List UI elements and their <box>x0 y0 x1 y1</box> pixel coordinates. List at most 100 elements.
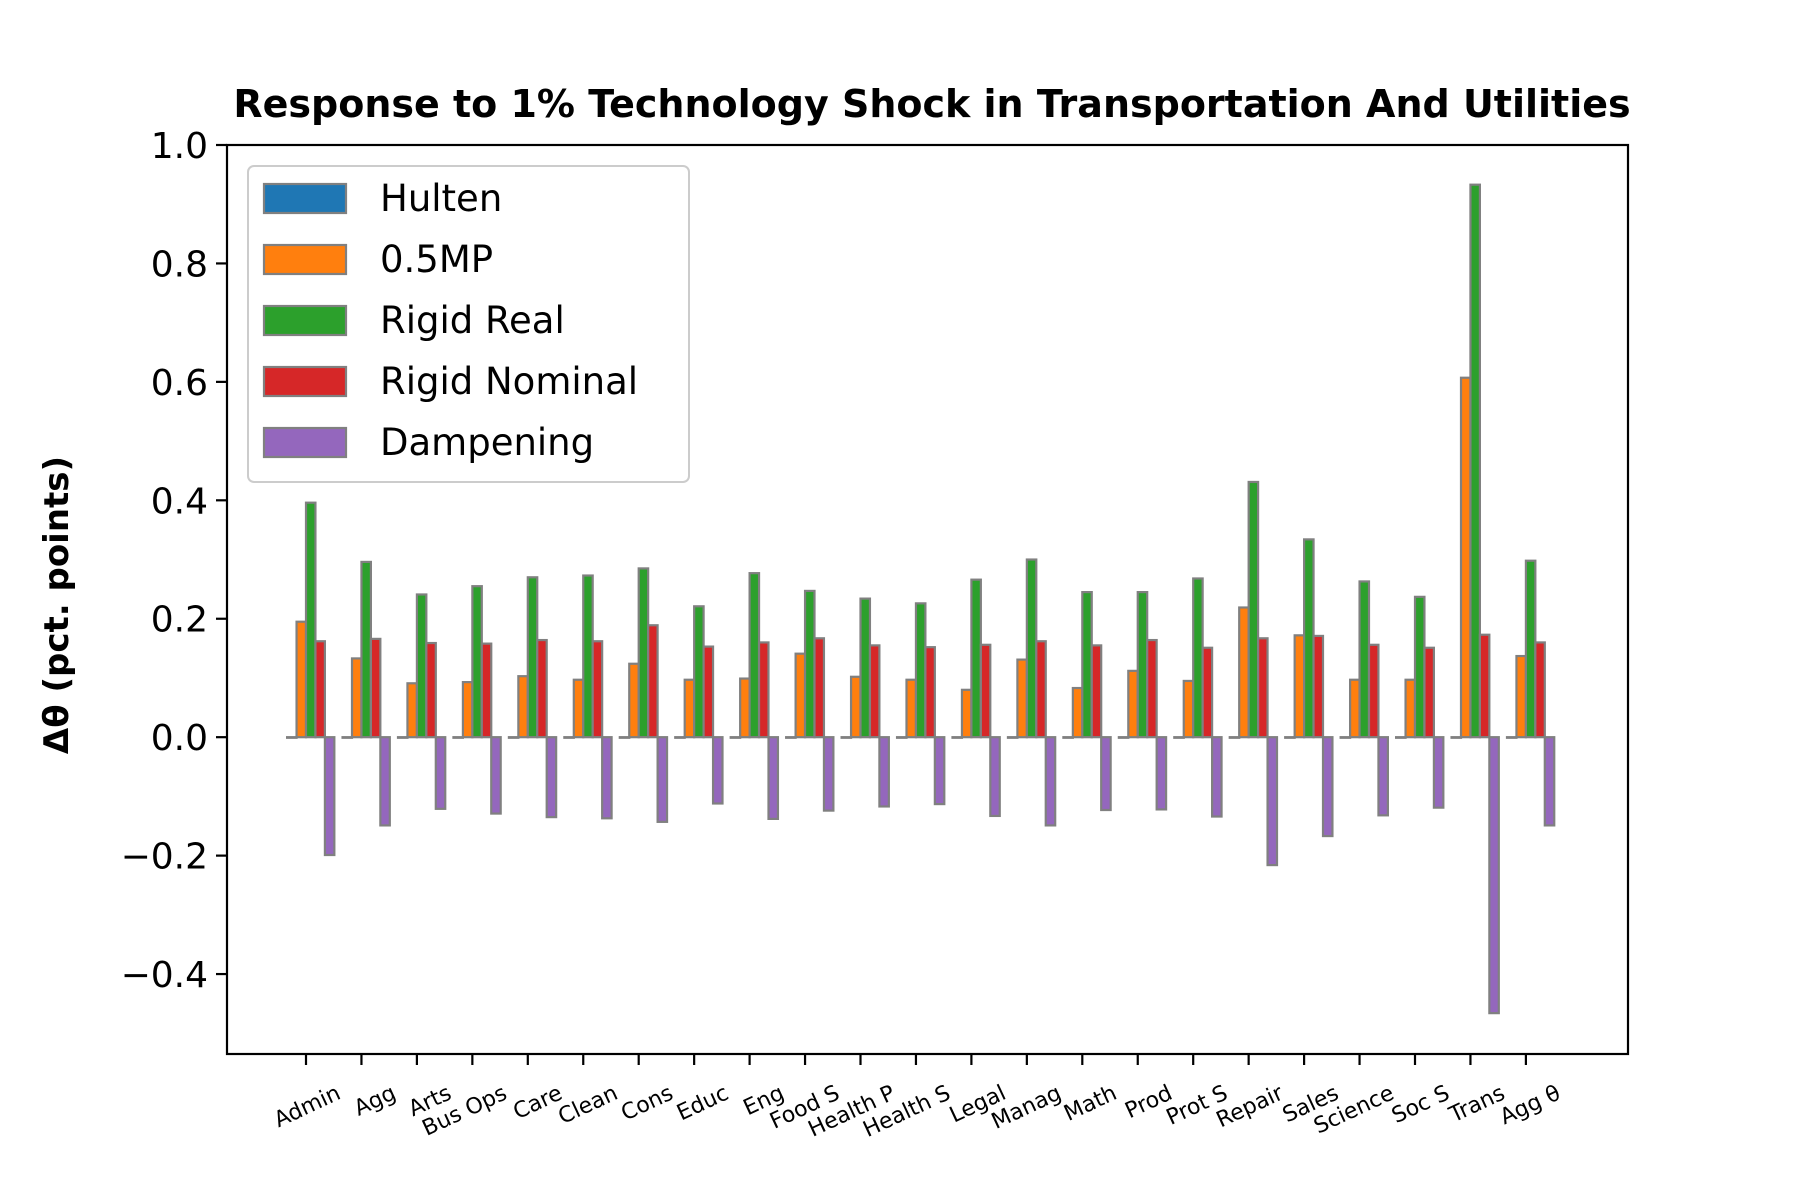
bar <box>526 576 539 739</box>
bar <box>1488 736 1500 1015</box>
x-tick-label: Agg θ <box>1496 1081 1564 1130</box>
bar <box>1247 480 1260 739</box>
bar <box>360 560 373 739</box>
bar <box>674 736 686 739</box>
legend-item: Rigid Real <box>262 299 565 342</box>
bar <box>822 736 835 812</box>
bar <box>859 597 872 739</box>
bar <box>813 637 826 739</box>
bar <box>452 736 465 739</box>
bar <box>490 736 502 815</box>
legend-swatch <box>262 182 348 215</box>
bar <box>314 640 327 739</box>
bar <box>683 678 696 739</box>
bar <box>369 637 382 739</box>
bar <box>933 736 946 806</box>
bar <box>1100 736 1112 812</box>
bar <box>979 643 992 739</box>
bar <box>1238 606 1250 739</box>
bar <box>1006 736 1019 739</box>
bar <box>1450 736 1463 739</box>
bar <box>757 641 770 739</box>
legend-label: Rigid Real <box>380 299 565 342</box>
bar <box>1469 183 1481 739</box>
y-tick-label: −0.2 <box>121 837 208 878</box>
bar <box>1182 679 1195 739</box>
bar <box>1062 736 1074 739</box>
bar <box>618 736 631 739</box>
bar <box>905 678 918 739</box>
legend-swatch <box>262 426 348 459</box>
bar <box>628 662 640 739</box>
bar <box>323 736 336 857</box>
bar <box>1459 376 1472 739</box>
bar <box>647 624 659 739</box>
bar <box>1348 678 1361 739</box>
bar <box>461 681 474 739</box>
bar <box>415 593 428 739</box>
bar <box>350 657 363 739</box>
bar <box>637 567 650 739</box>
x-tick-label: Admin <box>270 1081 344 1133</box>
x-tick-label: Care <box>510 1081 567 1125</box>
bar <box>1515 654 1527 739</box>
legend-label: Rigid Nominal <box>380 360 638 403</box>
bar <box>785 736 797 739</box>
bar <box>1266 736 1279 867</box>
legend-swatch <box>262 365 348 398</box>
bar <box>748 572 761 739</box>
legend-box <box>247 165 690 483</box>
y-axis-label: Δθ (pct. points) <box>37 456 77 754</box>
bar <box>582 574 594 739</box>
x-tick-label: Math <box>1060 1081 1120 1127</box>
x-tick-label: Cons <box>618 1081 678 1127</box>
series-rigid-real <box>304 183 1537 739</box>
bar <box>1035 640 1047 739</box>
x-tick-label: Agg <box>350 1081 400 1122</box>
bar <box>406 682 419 739</box>
x-tick-label: Soc S <box>1388 1081 1453 1129</box>
bar <box>1432 736 1445 809</box>
bar <box>434 736 447 810</box>
bar <box>960 688 973 739</box>
plot-frame <box>225 143 1630 1056</box>
bar <box>895 736 908 739</box>
bar <box>1127 669 1139 739</box>
bar <box>914 602 927 739</box>
bar <box>1025 558 1038 739</box>
bar <box>1478 633 1491 739</box>
bar <box>1423 646 1435 739</box>
bar <box>341 736 354 739</box>
bar <box>517 675 529 739</box>
bar <box>702 645 715 739</box>
bar <box>1081 590 1093 739</box>
bar <box>304 501 317 739</box>
y-tick-label: 0.2 <box>151 600 208 641</box>
bar <box>1367 643 1380 739</box>
bar <box>1339 736 1352 739</box>
bar <box>693 605 705 739</box>
bar <box>1117 736 1130 739</box>
bar <box>1358 580 1371 739</box>
chart-title: Response to 1% Technology Shock in Trans… <box>233 82 1630 126</box>
bar <box>1146 638 1158 739</box>
bar <box>729 736 742 739</box>
bar <box>739 677 751 739</box>
bar <box>1090 644 1103 739</box>
bar <box>425 641 437 739</box>
y-tick-label: 0.6 <box>151 363 208 404</box>
bar <box>1210 736 1223 818</box>
legend-item: 0.5MP <box>262 238 493 281</box>
bar <box>563 736 575 739</box>
series-rigid-nominal <box>314 624 1546 739</box>
x-tick-label: Educ <box>673 1081 732 1126</box>
bar <box>1377 736 1389 817</box>
bar <box>1155 736 1168 811</box>
legend: Hulten 0.5MP Rigid Real Rigid Nominal Dampen… <box>247 165 690 483</box>
bar <box>1394 736 1407 739</box>
bar <box>711 736 724 805</box>
bar <box>572 678 585 739</box>
legend-item: Dampening <box>262 421 594 464</box>
